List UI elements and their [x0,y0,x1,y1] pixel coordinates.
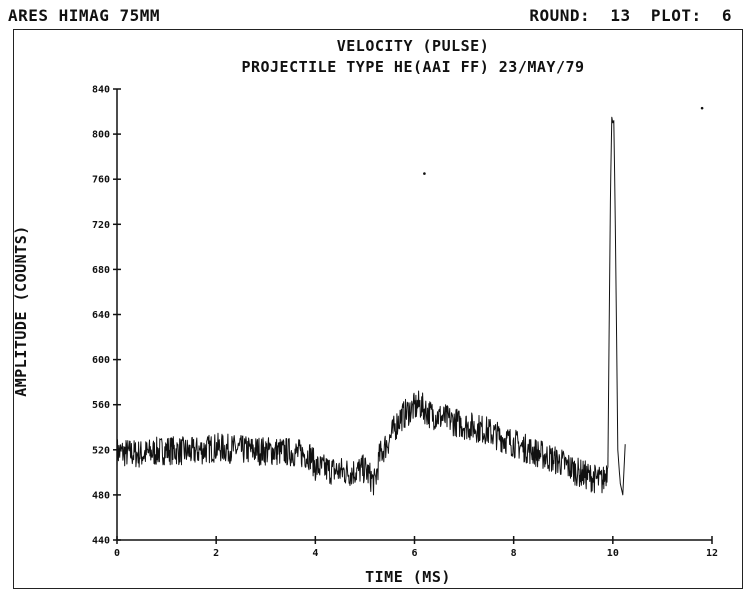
y-tick-label: 840 [92,85,110,96]
plot-frame [13,29,743,589]
x-tick-label: 4 [312,548,318,559]
header-round-plot: ROUND: 13 PLOT: 6 [529,6,732,25]
y-tick-label: 440 [92,536,110,547]
marker-dot [700,106,704,110]
x-tick-label: 12 [706,548,718,559]
y-tick-label: 480 [92,490,110,501]
plot-value: 6 [721,6,732,25]
x-tick-label: 6 [411,548,417,559]
plot-label: PLOT: [650,6,702,25]
x-axis-label: TIME (MS) [365,568,451,586]
y-tick-label: 680 [92,265,110,276]
chart-title: VELOCITY (PULSE) [336,37,490,55]
y-tick-label: 600 [92,355,110,366]
y-tick-label: 560 [92,400,110,411]
header-left-label: ARES HIMAG 75MM [8,6,160,25]
x-tick-label: 2 [213,548,219,559]
y-tick-label: 640 [92,310,110,321]
marker-dot [423,172,426,175]
round-label: ROUND: [529,6,591,25]
round-value: 13 [610,6,631,25]
y-tick-label: 720 [92,220,110,231]
series-line-0 [116,116,626,496]
x-tick-label: 8 [511,548,517,559]
chart-subtitle: PROJECTILE TYPE HE(AAI FF) 23/MAY/79 [241,58,585,76]
y-tick-label: 520 [92,445,110,456]
x-tick-label: 0 [114,548,120,559]
y-tick-label: 760 [92,175,110,186]
x-tick-label: 10 [607,548,619,559]
y-tick-label: 800 [92,130,110,141]
